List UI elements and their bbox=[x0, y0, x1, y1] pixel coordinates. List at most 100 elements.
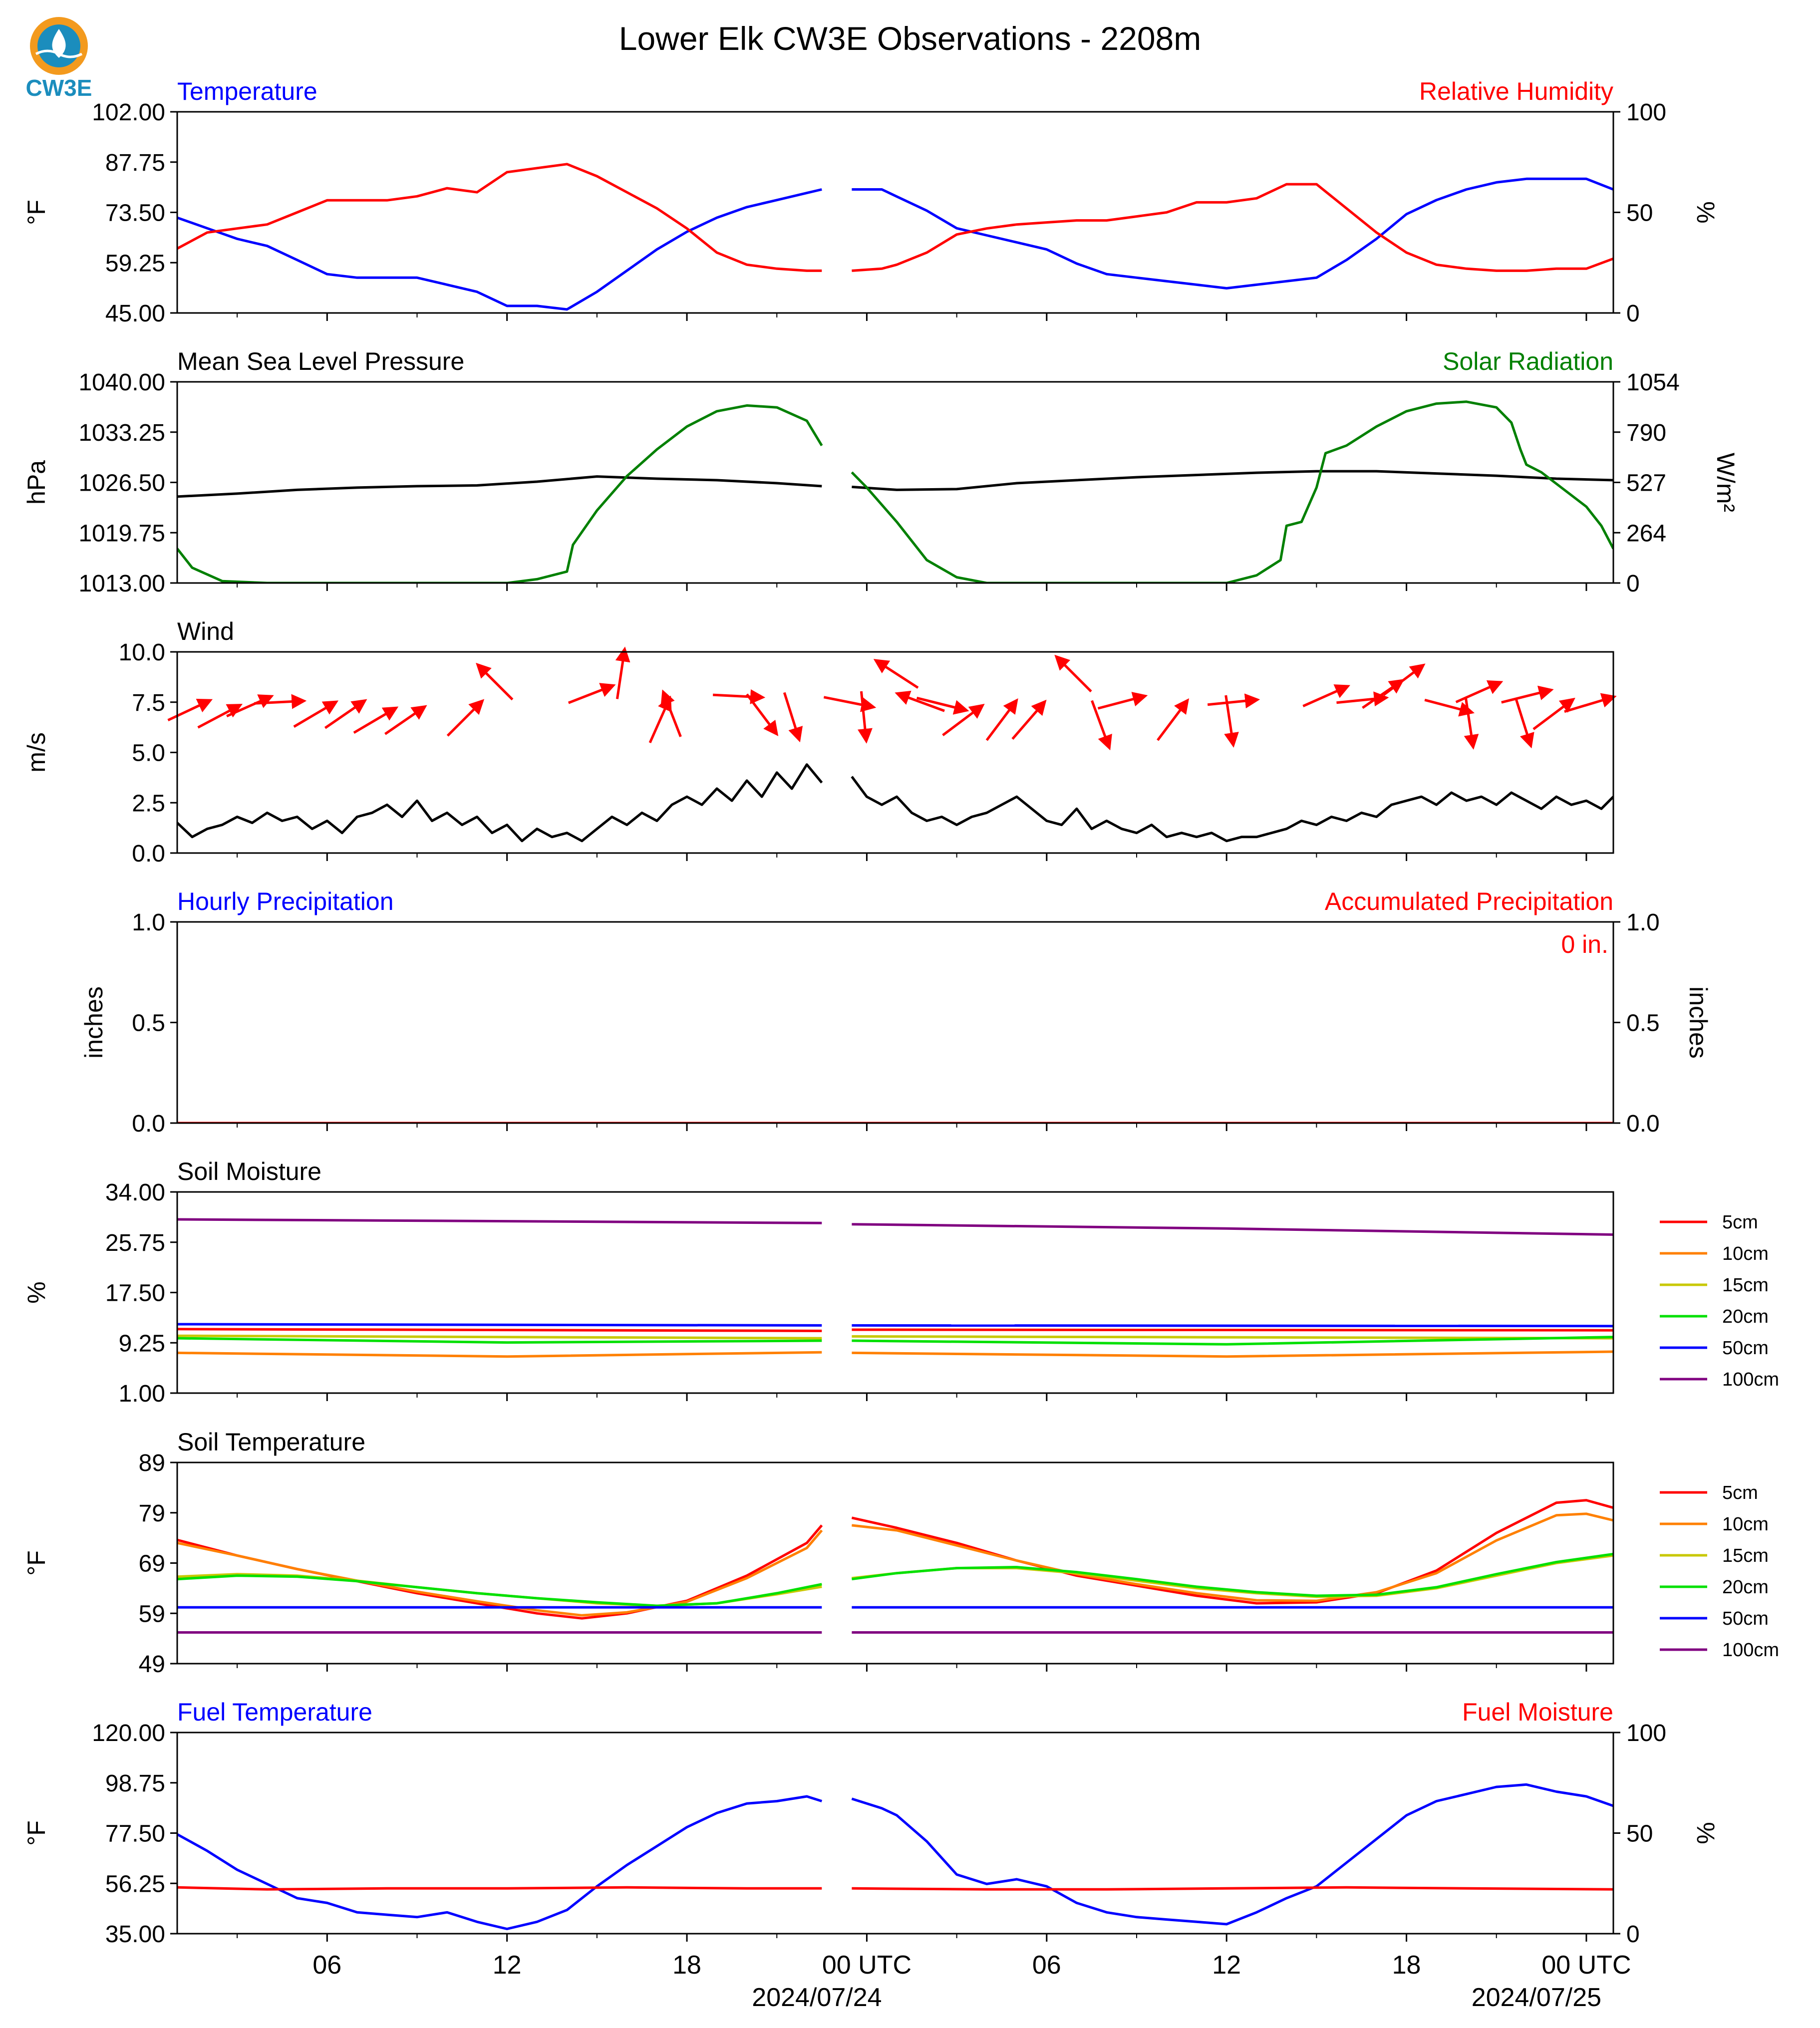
wind-arrow bbox=[446, 699, 485, 737]
y-tick-label: 25.75 bbox=[105, 1230, 165, 1256]
y-tick-label: 2.5 bbox=[132, 790, 165, 817]
wind-arrow bbox=[713, 689, 766, 704]
panel-title-left: Soil Moisture bbox=[177, 1158, 321, 1185]
wind-arrow bbox=[1302, 684, 1350, 707]
y2-tick-label: 0 bbox=[1626, 300, 1640, 327]
wind-arrow bbox=[1532, 697, 1575, 730]
series-line-10cm-seg1 bbox=[852, 1350, 1613, 1358]
panel-fuel: Fuel Temperature Fuel Moisture 120.00 98.75… bbox=[22, 1698, 1720, 1948]
plot-frame bbox=[176, 651, 1614, 854]
series-line-5cm-seg1 bbox=[851, 1499, 1613, 1605]
y-tick-label: 17.50 bbox=[105, 1280, 165, 1307]
y-tick-label: 73.50 bbox=[105, 200, 165, 227]
y-tick-label: 98.75 bbox=[105, 1770, 165, 1797]
series-line-100cm-seg0 bbox=[177, 1218, 822, 1224]
wave-icon bbox=[35, 49, 83, 58]
series-line-20cm-seg1 bbox=[852, 1336, 1613, 1346]
series-line-wind-speed-seg0 bbox=[177, 763, 823, 843]
wind-arrows bbox=[167, 646, 1617, 751]
wind-arrow bbox=[858, 691, 873, 744]
y2-tick-label: 50 bbox=[1626, 1821, 1653, 1847]
y2-tick-label: 0 bbox=[1626, 1921, 1640, 1948]
cw3e-logo: CW3E bbox=[26, 17, 92, 101]
wind-arrow bbox=[660, 689, 682, 737]
legend-label: 50cm bbox=[1722, 1338, 1769, 1359]
wind-arrow bbox=[226, 694, 274, 718]
series-group bbox=[177, 1783, 1613, 1930]
legend-label: 20cm bbox=[1722, 1577, 1769, 1598]
y2-tick-label: 0.0 bbox=[1626, 1111, 1660, 1137]
x-tick-label: 06 bbox=[1032, 1951, 1061, 1980]
plot-frame bbox=[176, 381, 1614, 584]
y-tick-label: 87.75 bbox=[105, 150, 165, 176]
legend-label: 50cm bbox=[1722, 1608, 1769, 1629]
y-tick-label: 1019.75 bbox=[78, 520, 165, 547]
series-line-wind-speed-seg1 bbox=[851, 776, 1613, 843]
y-tick-label: 0.0 bbox=[132, 1111, 165, 1137]
drop-icon bbox=[52, 29, 66, 58]
series-line-solar-radiation-seg1 bbox=[851, 400, 1613, 583]
x-date-label: 2024/07/25 bbox=[1472, 1983, 1601, 2012]
wind-arrow bbox=[293, 700, 339, 728]
y2-axis-label: % bbox=[1692, 201, 1720, 223]
y-tick-label: 69 bbox=[139, 1551, 165, 1577]
y2-tick-label: 50 bbox=[1626, 200, 1653, 227]
x-date-label: 2024/07/24 bbox=[752, 1983, 882, 2012]
series-line-mean-sea-level-pressure-seg1 bbox=[852, 470, 1613, 491]
y-tick-label: 1026.50 bbox=[78, 470, 165, 497]
y-tick-label: 0.0 bbox=[132, 841, 165, 867]
y-axis-label: hPa bbox=[22, 460, 50, 505]
series-group bbox=[177, 1218, 1613, 1358]
accumulated-precip-value: 0 in. bbox=[1561, 930, 1608, 958]
x-tick-label: 06 bbox=[312, 1951, 341, 1980]
y-tick-label: 1040.00 bbox=[78, 369, 165, 396]
panel-title-left: Soil Temperature bbox=[177, 1428, 365, 1456]
y-axis-label: % bbox=[22, 1281, 50, 1303]
y2-tick-label: 527 bbox=[1626, 470, 1666, 497]
wind-arrow bbox=[1564, 693, 1617, 713]
panel-soil_moisture: Soil Moisture 34.00 25.75 17.50 9.25 1.00% 5cm… bbox=[22, 1158, 1779, 1407]
wind-arrow bbox=[1157, 698, 1190, 741]
legend-label: 5cm bbox=[1722, 1212, 1758, 1233]
wind-arrow bbox=[1383, 663, 1426, 696]
figure-title: Lower Elk CW3E Observations - 2208m bbox=[619, 20, 1201, 57]
wind-arrow bbox=[324, 699, 367, 729]
wind-arrow bbox=[1515, 698, 1534, 749]
x-tick-label: 18 bbox=[672, 1951, 701, 1980]
panel-title-left: Fuel Temperature bbox=[177, 1698, 372, 1726]
y2-axis-label: W/m² bbox=[1712, 453, 1740, 512]
y-tick-label: 77.50 bbox=[105, 1821, 165, 1847]
legend-label: 100cm bbox=[1722, 1640, 1779, 1661]
y-tick-label: 120.00 bbox=[92, 1720, 165, 1746]
wind-arrow bbox=[254, 694, 307, 709]
series-line-relative-humidity-seg1 bbox=[852, 183, 1613, 272]
wind-arrow bbox=[353, 706, 399, 734]
panel-wind: Wind 10.0 7.5 5.0 2.5 0.0 m/s bbox=[22, 617, 1617, 867]
plot-frame bbox=[176, 111, 1614, 314]
y2-axis-label: % bbox=[1692, 1822, 1720, 1844]
y2-tick-label: 100 bbox=[1626, 99, 1666, 126]
series-line-temperature-seg0 bbox=[177, 188, 822, 311]
legend-label: 10cm bbox=[1722, 1243, 1769, 1264]
wind-arrow bbox=[1011, 699, 1047, 740]
legend: 5cm 10cm 15cm 20cm 50cm 100cm bbox=[1660, 1212, 1779, 1390]
y-axis-label: °F bbox=[22, 1820, 50, 1846]
panel-title-right: Accumulated Precipitation bbox=[1325, 887, 1613, 915]
wind-arrow bbox=[197, 704, 243, 729]
y-tick-label: 9.25 bbox=[119, 1330, 165, 1357]
x-axis-labels: 06 12 18 00 UTC 2024/07/24 06 12 18 00 UTC 2024/0… bbox=[312, 1951, 1631, 2012]
y-tick-label: 59.25 bbox=[105, 250, 165, 277]
y-axis-label: m/s bbox=[22, 732, 50, 773]
wind-arrow bbox=[985, 698, 1018, 741]
panel-precip: Hourly Precipitation Accumulated Precipit… bbox=[80, 887, 1712, 1137]
series-line-50cm-seg1 bbox=[852, 1324, 1613, 1328]
series-line-fuel-moisture-seg1 bbox=[852, 1886, 1613, 1891]
plot-frame bbox=[176, 1191, 1614, 1394]
x-tick-label: 00 UTC bbox=[822, 1951, 911, 1980]
legend-label: 100cm bbox=[1722, 1369, 1779, 1390]
wind-arrow bbox=[1207, 693, 1260, 709]
wind-arrow bbox=[1464, 697, 1479, 750]
series-line-fuel-moisture-seg0 bbox=[177, 1886, 822, 1891]
y-tick-label: 0.5 bbox=[132, 1010, 165, 1037]
y-axis-label: °F bbox=[22, 1550, 50, 1576]
